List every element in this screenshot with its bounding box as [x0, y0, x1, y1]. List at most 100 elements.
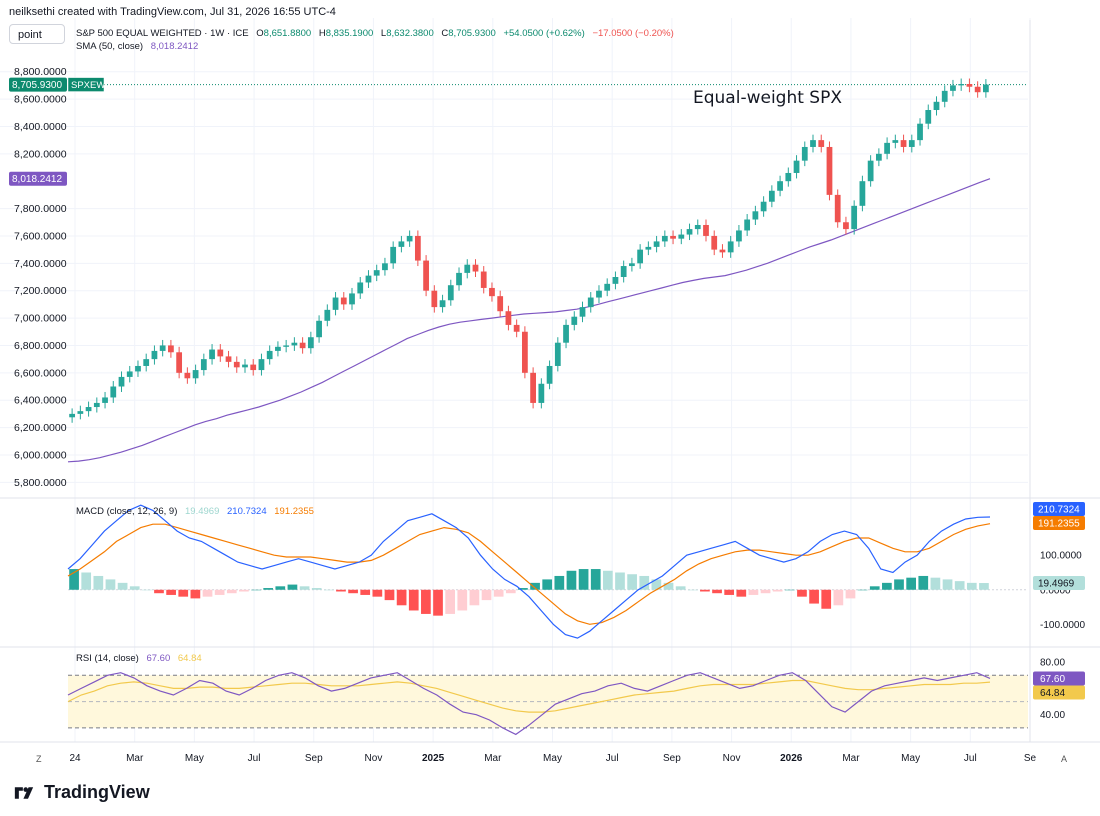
candle-body [373, 270, 380, 276]
candle-body [670, 235, 676, 239]
price-tick-label: 8,600.0000 [14, 94, 67, 106]
macd-histogram-bar [882, 582, 892, 590]
candle-body [126, 371, 133, 377]
rsi-legend-value: 67.60 [146, 653, 171, 664]
macd-histogram-bar [445, 589, 455, 614]
price-tick-label: 7,600.0000 [14, 230, 67, 242]
macd-histogram-bar [590, 569, 601, 590]
candle-body [785, 172, 792, 182]
time-tick-label: Mar [842, 753, 860, 764]
candle-body [307, 337, 314, 349]
candle-body [703, 224, 709, 236]
time-tick-label: May [901, 753, 920, 764]
candle-body [135, 365, 141, 372]
candle-body [464, 264, 471, 273]
macd-histogram-bar [772, 589, 783, 592]
candle-body [892, 140, 899, 143]
macd-histogram-bar [93, 575, 104, 590]
candle-body [102, 397, 108, 403]
corner-right-label[interactable]: A [1061, 754, 1068, 764]
candle-body [818, 140, 825, 147]
candle-body [85, 407, 92, 412]
macd-axis: -100.0000 0.0000 100.0000 210.7324 191.2355 1… [1033, 502, 1085, 631]
rsi-layer [67, 672, 1028, 736]
candle-body [192, 370, 199, 379]
time-tick-label: 2025 [422, 753, 445, 764]
price-tick-label: 5,800.0000 [14, 477, 67, 489]
candle-body [266, 350, 273, 360]
candle-body [522, 331, 528, 373]
price-tick-label: 7,800.0000 [14, 203, 67, 215]
candle-body [258, 359, 265, 371]
price-tick-label: 8,800.0000 [14, 66, 67, 78]
candle-body [653, 241, 660, 247]
candle-body [604, 283, 611, 291]
macd-histogram-bar [214, 589, 225, 595]
main-legend: S&P 500 EQUAL WEIGHTED · 1W · ICE O8,651… [76, 28, 679, 39]
rsi-tick-label: 40.00 [1040, 710, 1065, 721]
sma-legend-value: 8,018.2412 [150, 41, 199, 52]
candle-body [489, 287, 495, 297]
candle-body [480, 271, 487, 288]
macd-histogram-bar [700, 589, 710, 592]
macd-tag-label: 210.7324 [1038, 505, 1080, 516]
macd-histogram-bar [336, 589, 346, 592]
macd-histogram-bar [930, 577, 941, 590]
macd-histogram-bar [736, 589, 747, 597]
macd-histogram-bar [457, 589, 468, 611]
macd-histogram-bar [251, 589, 261, 591]
time-tick-label: Nov [723, 753, 741, 764]
candle-body [958, 84, 965, 86]
macd-line [67, 504, 991, 639]
candle-body [859, 181, 866, 206]
macd-histogram-bar [784, 589, 795, 591]
main-legend-title: S&P 500 EQUAL WEIGHTED · 1W · ICE [76, 28, 249, 39]
candle-body [497, 296, 504, 312]
macd-histogram-bar [542, 579, 553, 590]
time-tick-label: 24 [69, 753, 81, 764]
symbol-button[interactable]: point [9, 24, 65, 44]
macd-histogram-bar [493, 589, 504, 597]
macd-histogram-bar [833, 589, 844, 606]
corner-left-label[interactable]: Z [36, 754, 42, 764]
macd-tag [1033, 576, 1085, 591]
candle-body [752, 211, 759, 220]
candle-body [719, 249, 726, 253]
candle-body [316, 320, 322, 338]
price-tick-label: 7,000.0000 [14, 313, 67, 325]
candle-body [826, 146, 833, 195]
macd-tag-label: 19.4969 [1038, 579, 1075, 590]
macd-histogram-bar [178, 589, 189, 597]
candle-body [118, 376, 125, 387]
candle-body [941, 90, 948, 102]
candle-body [571, 316, 578, 325]
macd-histogram-bar [518, 588, 528, 590]
candle-body [801, 146, 808, 161]
brand-text: TradingView [44, 782, 150, 802]
macd-signal-line [67, 523, 991, 625]
macd-histogram-bar [299, 586, 310, 590]
candle-body [974, 86, 981, 93]
candle-body [233, 361, 240, 368]
change-value: +54.0500 (+0.62%) [503, 28, 585, 39]
price-tick-label: 7,200.0000 [14, 285, 67, 297]
macd-histogram-bar [918, 575, 929, 590]
candle-body [686, 229, 693, 235]
rsi-line [67, 672, 991, 736]
macd-histogram-bar [372, 589, 383, 597]
time-tick-label: Mar [484, 753, 502, 764]
macd-tag [1033, 516, 1085, 531]
macd-histogram-bar [966, 582, 977, 590]
macd-histogram-bar [675, 586, 686, 590]
time-tick-label: Jul [606, 753, 619, 764]
price-tag [9, 171, 67, 186]
macd-histogram-bar [724, 589, 735, 595]
macd-histogram-bar [323, 589, 334, 591]
time-tick-label: Se [1024, 753, 1037, 764]
time-tick-label: 2026 [780, 753, 803, 764]
macd-histogram-bar [263, 588, 274, 590]
macd-histogram-bar [869, 586, 880, 590]
candle-body [93, 402, 100, 408]
price-tag-label: 8,705.9300 [12, 80, 62, 91]
